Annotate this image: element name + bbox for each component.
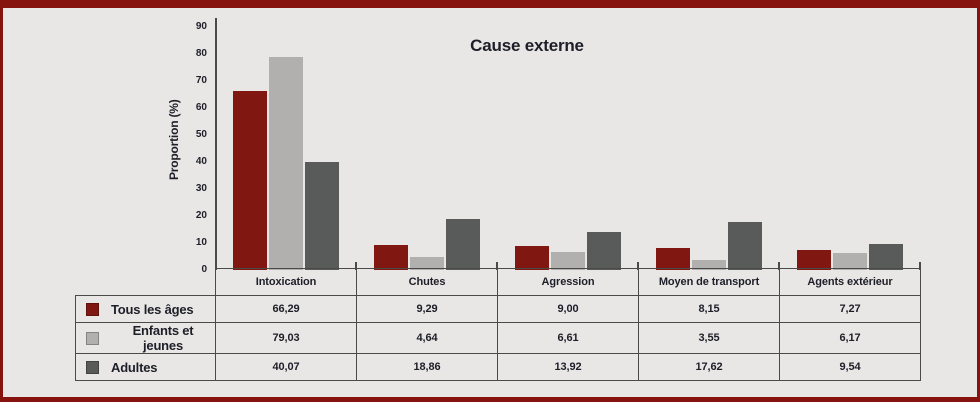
column-header: Agression xyxy=(497,268,639,296)
y-tick-label: 80 xyxy=(195,48,207,59)
x-axis-tick xyxy=(637,262,639,270)
bar xyxy=(269,56,303,270)
y-tick-label: 40 xyxy=(195,156,207,167)
table-value: 8,15 xyxy=(638,295,780,323)
y-axis-line xyxy=(215,18,217,270)
y-tick-label: 0 xyxy=(201,264,207,275)
bar xyxy=(233,91,267,270)
table-value: 6,61 xyxy=(497,322,639,354)
legend-swatch-enfants-et-jeunes xyxy=(86,331,99,345)
table-value: 79,03 xyxy=(215,322,357,354)
x-axis-tick xyxy=(496,262,498,270)
bar xyxy=(410,257,444,270)
y-tick-label: 20 xyxy=(195,210,207,221)
page-border-right xyxy=(977,0,980,402)
table-value: 7,27 xyxy=(779,295,921,323)
legend-label: Tous les âges xyxy=(111,301,194,317)
bar xyxy=(797,250,831,270)
bar xyxy=(374,244,408,270)
table-value: 17,62 xyxy=(638,353,780,381)
table-value: 3,55 xyxy=(638,322,780,354)
page-border-bottom xyxy=(0,397,980,402)
data-table: Intoxication Chutes Agression Moyen de t… xyxy=(75,268,921,381)
bar xyxy=(587,232,621,270)
x-axis-tick xyxy=(919,262,921,270)
table-row: Adultes 40,07 18,86 13,92 17,62 9,54 xyxy=(75,353,921,381)
chart-title: Cause externe xyxy=(470,36,584,55)
y-tick-label: 10 xyxy=(195,237,207,248)
column-header: Intoxication xyxy=(215,268,357,296)
legend-cell: Tous les âges xyxy=(75,295,216,323)
legend-cell: Enfants et jeunes xyxy=(75,322,216,354)
legend-label: Enfants et jeunes xyxy=(132,323,194,353)
table-value: 9,29 xyxy=(356,295,498,323)
table-value: 9,00 xyxy=(497,295,639,323)
y-tick-label: 30 xyxy=(195,183,207,194)
column-header: Chutes xyxy=(356,268,498,296)
table-value: 13,92 xyxy=(497,353,639,381)
table-row: Enfants et jeunes 79,03 4,64 6,61 3,55 6… xyxy=(75,322,921,354)
legend-swatch-adultes xyxy=(86,360,99,374)
x-axis-tick xyxy=(778,262,780,270)
legend-label: Adultes xyxy=(111,359,158,375)
bar xyxy=(656,247,690,270)
legend-cell: Adultes xyxy=(75,353,216,381)
legend-swatch-tous-les-ages xyxy=(86,302,99,316)
x-axis-tick xyxy=(355,262,357,270)
column-header: Agents extérieur xyxy=(779,268,921,296)
bar xyxy=(869,244,903,270)
bar xyxy=(515,245,549,270)
table-value: 4,64 xyxy=(356,322,498,354)
y-tick-label: 70 xyxy=(195,75,207,86)
bar xyxy=(551,252,585,270)
page-border-top xyxy=(0,0,980,8)
y-tick-label: 50 xyxy=(195,129,207,140)
table-value: 66,29 xyxy=(215,295,357,323)
bar xyxy=(833,253,867,270)
page-border-left xyxy=(0,0,3,402)
table-value: 9,54 xyxy=(779,353,921,381)
table-value: 40,07 xyxy=(215,353,357,381)
bar xyxy=(305,161,339,270)
table-header-row: Intoxication Chutes Agression Moyen de t… xyxy=(76,268,921,296)
bar xyxy=(692,260,726,270)
y-tick-label: 90 xyxy=(195,21,207,32)
y-tick-label: 60 xyxy=(195,102,207,113)
table-corner-spacer xyxy=(76,269,216,296)
table-value: 18,86 xyxy=(356,353,498,381)
bar xyxy=(446,219,480,270)
table-value: 6,17 xyxy=(779,322,921,354)
table-row: Tous les âges 66,29 9,29 9,00 8,15 7,27 xyxy=(75,295,921,323)
bar xyxy=(728,222,762,270)
column-header: Moyen de transport xyxy=(638,268,780,296)
